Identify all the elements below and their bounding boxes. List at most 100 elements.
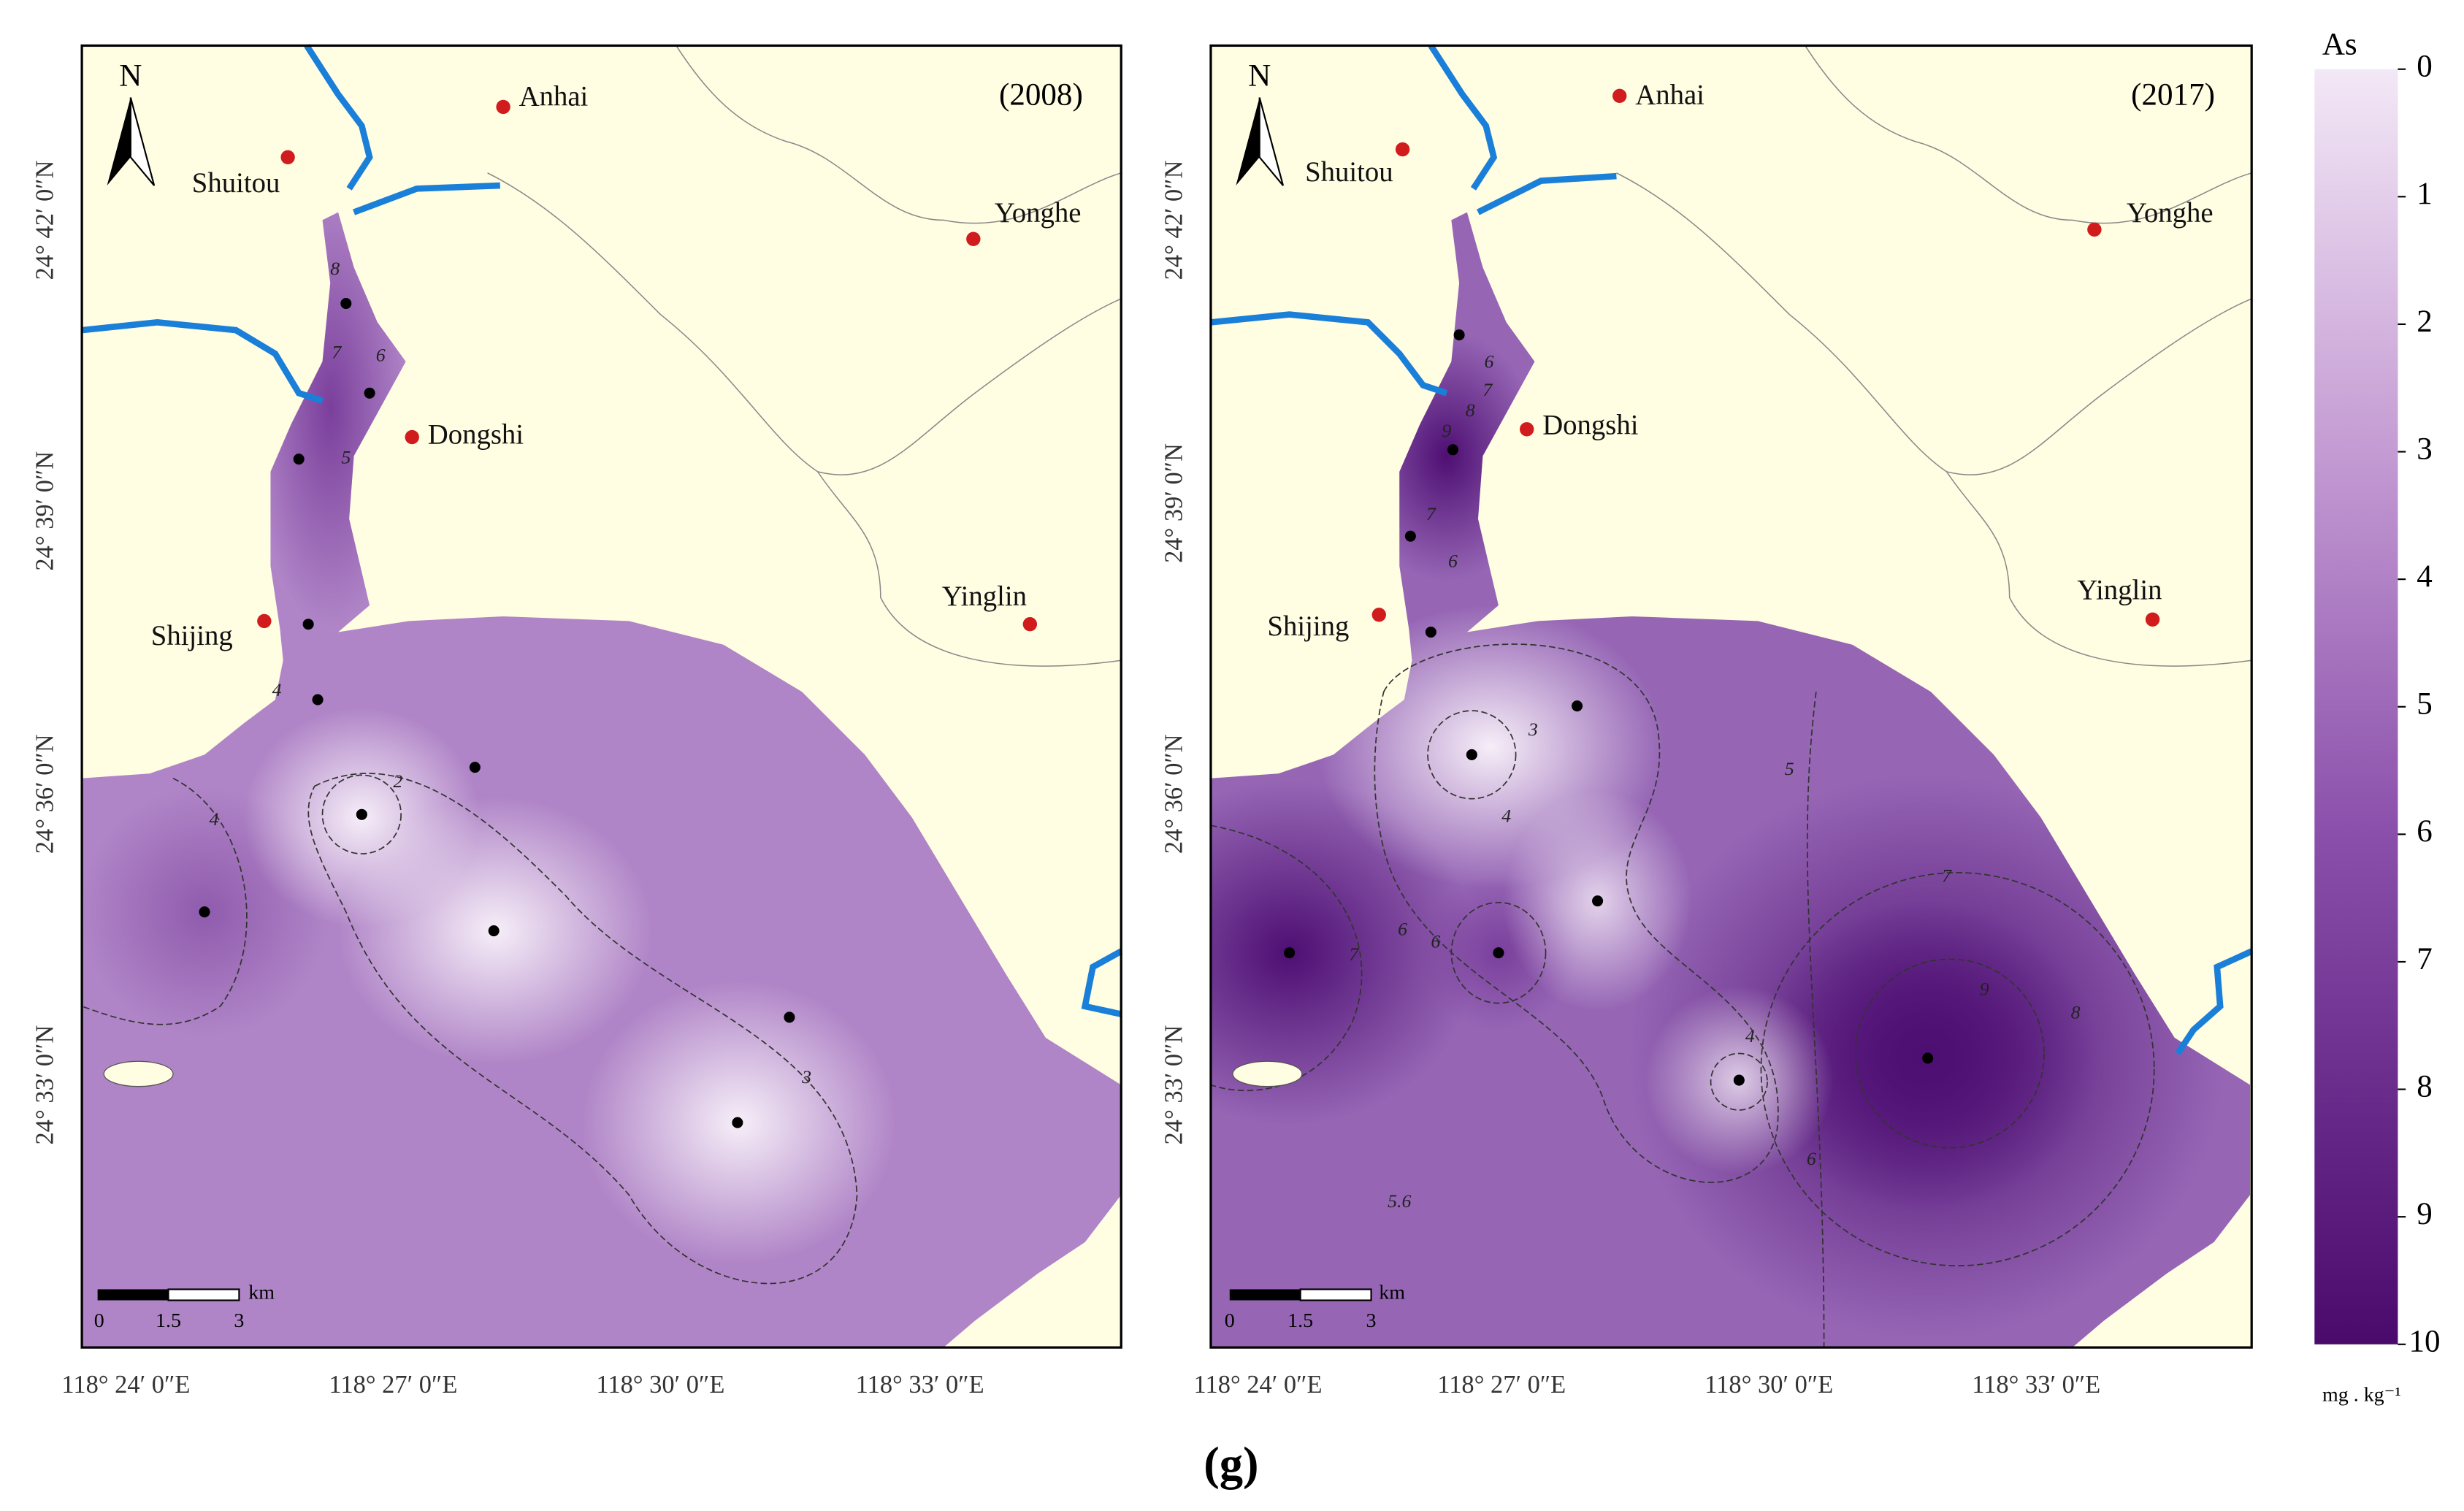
sample-point <box>312 694 324 705</box>
year-label: (2008) <box>999 77 1083 112</box>
legend-tick-label: 0 <box>2417 50 2433 84</box>
place-label: Anhai <box>519 81 589 112</box>
scale-bar <box>97 1289 169 1301</box>
caption: (g) <box>1204 1437 1258 1491</box>
place-marker <box>2145 612 2160 627</box>
lon-label: 118° 30′ 0″E <box>1704 1371 1833 1399</box>
sample-point <box>293 454 305 465</box>
legend-tick-label: 2 <box>2417 305 2433 339</box>
contour-label: 8 <box>2071 1002 2081 1023</box>
north-arrow <box>1258 97 1285 186</box>
place-marker <box>1022 617 1038 632</box>
place-marker <box>1395 142 1410 157</box>
contour-label: 7 <box>1482 379 1493 400</box>
place-label: Anhai <box>1635 79 1704 110</box>
contour-label: 7 <box>1349 944 1359 965</box>
contour-label: 3 <box>801 1066 811 1087</box>
scale-unit: km <box>248 1281 275 1304</box>
contour-label: 4 <box>272 679 282 700</box>
contour-label: 6 <box>1431 931 1440 952</box>
legend-tick-label: 1 <box>2417 177 2433 211</box>
sample-point <box>340 297 352 310</box>
contour-label: 5.6 <box>1388 1190 1411 1212</box>
rivers <box>1210 44 2253 1055</box>
north-label: N <box>1248 59 1271 93</box>
legend-unit: mg . kg⁻¹ <box>2322 1383 2401 1406</box>
sample-point <box>1447 444 1459 456</box>
scale-label: 1.5 <box>156 1309 181 1332</box>
contour-label: 4 <box>1745 1025 1755 1047</box>
scale-bar <box>1229 1289 1301 1301</box>
lon-label: 118° 30′ 0″E <box>596 1371 724 1399</box>
legend-tick-label: 7 <box>2417 942 2433 976</box>
place-marker <box>257 613 272 629</box>
scale-bar <box>167 1288 240 1301</box>
contour-label: 4 <box>1501 805 1511 826</box>
map-panel <box>1209 44 2253 1349</box>
sample-point <box>199 906 210 918</box>
sample-point <box>1453 329 1465 341</box>
place-marker <box>1612 88 1627 104</box>
contour-label: 6 <box>1448 551 1458 572</box>
contour-label: 6 <box>1807 1148 1816 1169</box>
sample-point <box>1404 530 1416 542</box>
legend-title: As <box>2322 27 2357 61</box>
lon-label: 118° 33′ 0″E <box>1972 1371 2100 1399</box>
boundaries <box>487 45 1122 667</box>
lat-label: 24° 39′ 0″N <box>1160 443 1187 563</box>
contour-label: 4 <box>209 808 218 830</box>
place-marker <box>1371 608 1386 622</box>
north-label: N <box>119 59 142 93</box>
place-label: Dongshi <box>428 418 524 450</box>
place-label: Shijing <box>1267 611 1349 642</box>
scale-bar <box>1299 1288 1372 1301</box>
sample-point <box>469 762 481 773</box>
place-label: Shuitou <box>1305 156 1393 188</box>
map-panel <box>80 44 1123 1349</box>
contour-label: 6 <box>1485 351 1494 372</box>
contour-label: 9 <box>1442 420 1451 441</box>
place-label: Shijing <box>151 620 233 651</box>
place-marker <box>405 429 419 445</box>
sample-point <box>732 1117 743 1128</box>
place-label: Yonghe <box>995 197 1082 229</box>
sample-point <box>1922 1052 1934 1064</box>
place-marker <box>280 150 295 164</box>
boundaries <box>1616 45 2252 667</box>
lon-label: 118° 27′ 0″E <box>329 1371 457 1399</box>
place-marker <box>966 232 981 246</box>
frame <box>80 44 1122 1349</box>
rivers <box>81 44 1123 1017</box>
contour-label: 8 <box>1466 399 1475 421</box>
place-marker <box>496 99 510 115</box>
legend-tick-label: 3 <box>2417 432 2433 466</box>
place-label: Shuitou <box>192 167 280 199</box>
place-label: Yonghe <box>2127 197 2214 229</box>
contour-label: 5 <box>1785 758 1794 779</box>
scale-label: 1.5 <box>1288 1309 1313 1332</box>
contour-label: 3 <box>1528 719 1538 740</box>
contours <box>81 773 858 1285</box>
lat-label: 24° 36′ 0″N <box>1160 734 1187 854</box>
place-marker <box>1519 422 1534 437</box>
contours <box>1210 643 2155 1348</box>
contour-label: 8 <box>330 258 340 279</box>
sample-point <box>1733 1074 1745 1086</box>
contour-label: 5 <box>341 447 351 468</box>
place-label: Yinglin <box>942 581 1027 612</box>
sample-point <box>1572 700 1583 712</box>
year-label: (2017) <box>2131 77 2215 112</box>
contour-label: 7 <box>332 341 342 362</box>
sample-point <box>1466 749 1477 760</box>
place-label: Yinglin <box>2077 575 2162 606</box>
legend-tick-label: 10 <box>2409 1325 2441 1359</box>
legend-tick-label: 6 <box>2417 814 2433 849</box>
sample-point <box>1592 895 1604 907</box>
legend-tick-label: 8 <box>2417 1069 2433 1103</box>
sample-point <box>302 619 314 630</box>
lon-label: 118° 33′ 0″E <box>856 1371 984 1399</box>
lat-label: 24° 39′ 0″N <box>31 451 59 571</box>
place-marker <box>2087 222 2102 237</box>
